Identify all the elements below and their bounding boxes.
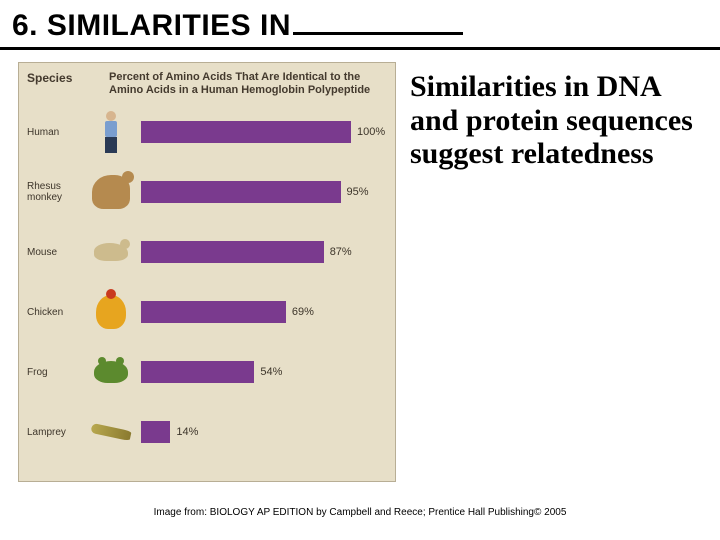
bar-area: 69% <box>141 301 387 323</box>
species-label: Chicken <box>27 307 87 318</box>
species-label: Human <box>27 127 87 138</box>
side-text: Similarities in DNA and protein sequence… <box>410 62 706 482</box>
bar <box>141 301 286 323</box>
species-label: Mouse <box>27 247 87 258</box>
bar-area: 87% <box>141 241 387 263</box>
chart-row: Lamprey 14% <box>27 405 387 459</box>
percent-label: 69% <box>292 306 314 318</box>
chart-row: Frog 54% <box>27 345 387 399</box>
chart-row: Mouse 87% <box>27 225 387 279</box>
percent-label: 14% <box>176 426 198 438</box>
chicken-icon <box>87 288 135 336</box>
human-icon <box>87 108 135 156</box>
bar-area: 14% <box>141 421 387 443</box>
chart-row: Chicken 69% <box>27 285 387 339</box>
hemoglobin-chart: Species Percent of Amino Acids That Are … <box>18 62 396 482</box>
monkey-icon <box>87 168 135 216</box>
percent-label: 87% <box>330 246 352 258</box>
species-label: Rhesus monkey <box>27 181 87 203</box>
title-blank <box>293 8 463 35</box>
bar <box>141 181 341 203</box>
chart-row: Human 100% <box>27 105 387 159</box>
percent-label: 54% <box>260 366 282 378</box>
percent-label: 95% <box>347 186 369 198</box>
frog-icon <box>87 348 135 396</box>
bar-area: 54% <box>141 361 387 383</box>
bar-area: 100% <box>141 121 387 143</box>
chart-rows: Human 100% Rhesus monkey 95% Mouse 87% Chicken… <box>27 105 387 459</box>
bar-area: 95% <box>141 181 387 203</box>
chart-headers: Species Percent of Amino Acids That Are … <box>27 71 387 97</box>
chart-row: Rhesus monkey 95% <box>27 165 387 219</box>
content-area: Species Percent of Amino Acids That Are … <box>0 50 720 482</box>
header-percent: Percent of Amino Acids That Are Identica… <box>109 71 387 97</box>
bar <box>141 121 351 143</box>
bar <box>141 241 324 263</box>
species-label: Lamprey <box>27 427 87 438</box>
percent-label: 100% <box>357 126 385 138</box>
image-caption: Image from: BIOLOGY AP EDITION by Campbe… <box>0 507 720 518</box>
bar <box>141 421 170 443</box>
header-species: Species <box>27 71 103 85</box>
bar <box>141 361 254 383</box>
mouse-icon <box>87 228 135 276</box>
lamprey-icon <box>87 408 135 456</box>
page-title: 6. SIMILARITIES IN <box>0 0 720 50</box>
species-label: Frog <box>27 367 87 378</box>
title-prefix: 6. SIMILARITIES IN <box>12 9 291 43</box>
